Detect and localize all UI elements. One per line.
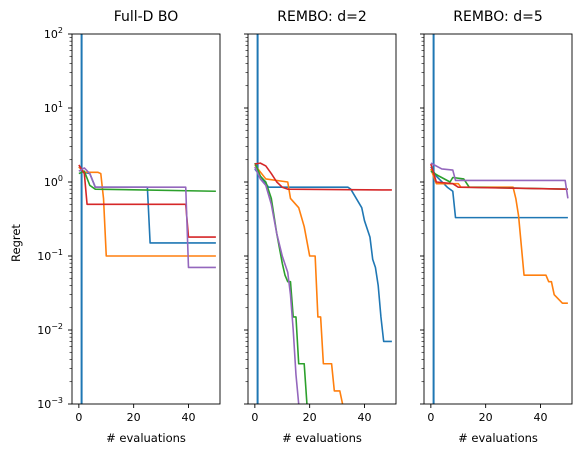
panel-title: Full-D BO	[114, 9, 179, 25]
panel-full-d-bo: Full-D BO # evaluations 0 20 40 10−3 10−2 10−…	[37, 9, 221, 445]
x-tick-label: 20	[479, 411, 493, 424]
x-axis-label: # evaluations	[106, 431, 186, 445]
series-line-4	[78, 164, 216, 238]
x-tick-label: 0	[251, 411, 258, 424]
series-line-2	[430, 168, 568, 305]
x-tick-label: 40	[533, 411, 547, 424]
y-tick-label: 10−1	[37, 248, 63, 263]
y-tick-label: 101	[44, 100, 63, 115]
y-tick-label: 10−2	[37, 322, 63, 337]
y-axis-label: Regret	[9, 224, 23, 262]
x-tick-label: 20	[127, 411, 141, 424]
series-line-1	[254, 168, 392, 343]
series-line-5	[430, 162, 569, 199]
y-tick-label: 102	[44, 26, 63, 41]
series-line-4	[430, 163, 568, 190]
panel-title: REMBO: d=2	[277, 9, 366, 25]
x-tick-label: 0	[75, 411, 82, 424]
x-tick-label: 20	[303, 411, 317, 424]
plot-area	[254, 34, 392, 404]
series-line-2	[254, 164, 344, 404]
x-axis-label: # evaluations	[458, 431, 538, 445]
series-line-4	[254, 162, 392, 191]
x-tick-label: 40	[181, 411, 195, 424]
series-line-1	[430, 166, 568, 219]
x-tick-label: 0	[427, 411, 434, 424]
plot-area	[78, 34, 216, 404]
panel-title: REMBO: d=5	[453, 9, 542, 25]
y-tick-label: 100	[44, 174, 63, 189]
series-line-5	[78, 167, 216, 269]
panel-rembo-d5: REMBO: d=5 # evaluations 0 20 40	[420, 9, 573, 445]
axes-frame	[247, 33, 397, 405]
plot-area	[430, 34, 569, 404]
axes-frame	[71, 33, 221, 405]
series-line-5	[254, 166, 300, 404]
x-axis-label: # evaluations	[282, 431, 362, 445]
axes-frame	[423, 33, 573, 405]
y-tick-label: 10−3	[37, 396, 63, 411]
x-tick-label: 40	[357, 411, 371, 424]
panel-rembo-d2: REMBO: d=2 # evaluations 0 20 40	[244, 9, 397, 445]
series-line-3	[254, 162, 308, 404]
